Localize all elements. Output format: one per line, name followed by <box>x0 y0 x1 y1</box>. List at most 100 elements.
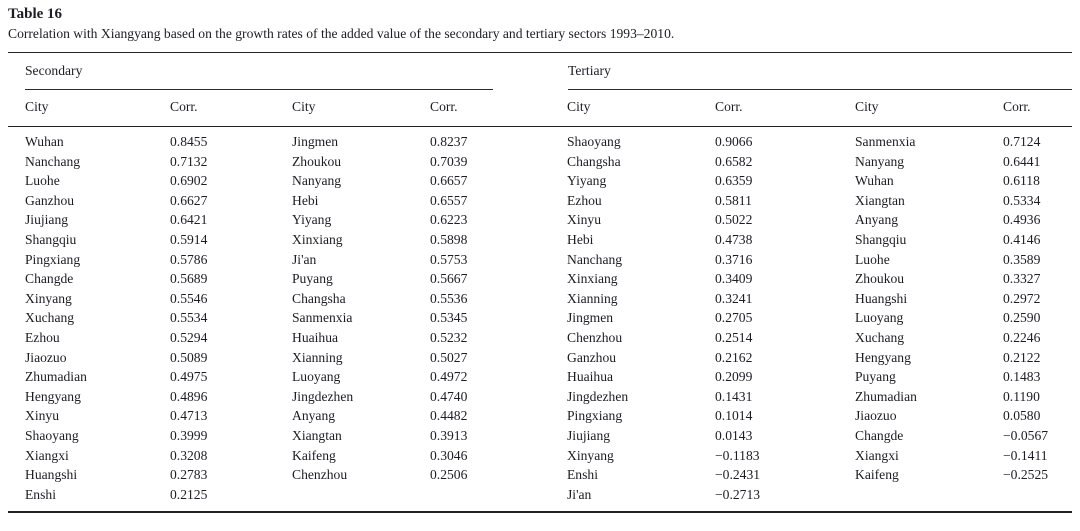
city-cell: Huangshi <box>25 467 78 483</box>
city-cell: Nanyang <box>292 173 342 189</box>
city-cell: Jingdezhen <box>292 388 354 404</box>
city-cell: Ji'an <box>567 486 592 502</box>
city-cell: Shaoyang <box>25 427 79 443</box>
city-cell: Changsha <box>292 290 346 306</box>
corr-cell: 0.3208 <box>170 447 208 463</box>
table-row: Xiangxi 0.3208 Kaifeng 0.3046 Xinyang −0.1183… <box>25 446 1072 466</box>
corr-cell: 0.6118 <box>1003 173 1040 189</box>
city-cell: Enshi <box>25 486 56 502</box>
header-corr-1: Corr. <box>170 99 198 114</box>
header-corr-2: Corr. <box>430 99 458 114</box>
table-row: Xinyu 0.4713 Anyang 0.4482 Pingxiang 0.1014 Ji… <box>25 406 1072 426</box>
corr-cell: 0.5232 <box>430 329 468 345</box>
city-cell: Ji'an <box>292 251 317 267</box>
city-cell: Puyang <box>855 369 896 385</box>
city-cell: Xinyang <box>567 447 614 463</box>
corr-cell: 0.5898 <box>430 231 468 247</box>
city-cell: Hebi <box>292 192 319 208</box>
corr-cell: −0.2431 <box>715 467 761 483</box>
city-cell: Shangqiu <box>25 231 77 247</box>
corr-cell: −0.1183 <box>715 447 760 463</box>
city-cell: Nanchang <box>25 153 81 169</box>
city-cell: Jiujiang <box>567 427 611 443</box>
city-cell: Xiangxi <box>855 447 899 463</box>
table-row: Changde 0.5689 Puyang 0.5667 Xinxiang 0.3409 Z… <box>25 269 1072 289</box>
city-cell: Xiangxi <box>25 447 69 463</box>
corr-cell: 0.6582 <box>715 153 753 169</box>
table-row: Ezhou 0.5294 Huaihua 0.5232 Chenzhou 0.2514 Xu… <box>25 328 1072 348</box>
city-cell <box>855 485 1003 505</box>
group-gap <box>493 53 568 90</box>
city-cell: Luoyang <box>292 369 341 385</box>
corr-cell: 0.2783 <box>170 467 208 483</box>
table-top-rule <box>8 52 1072 53</box>
corr-cell: 0.6223 <box>430 212 468 228</box>
city-cell: Changde <box>855 427 904 443</box>
corr-cell: 0.5667 <box>430 271 468 287</box>
table-row: Luohe 0.6902 Nanyang 0.6657 Yiyang 0.6359 Wuha… <box>25 171 1072 191</box>
table-header-rule <box>8 126 1072 127</box>
city-cell: Wuhan <box>855 173 894 189</box>
city-cell: Yiyang <box>292 212 332 228</box>
city-cell: Shaoyang <box>567 134 621 149</box>
table-row: Pingxiang 0.5786 Ji'an 0.5753 Nanchang 0.3716… <box>25 250 1072 270</box>
city-cell: Nanyang <box>855 153 905 169</box>
city-cell: Huangshi <box>855 290 908 306</box>
corr-cell: 0.2972 <box>1003 290 1041 306</box>
city-cell: Zhumadian <box>855 388 917 404</box>
table-number-title: Table 16 <box>8 6 63 22</box>
city-cell: Xinyang <box>25 290 72 306</box>
city-cell: Zhoukou <box>855 271 905 287</box>
header-city-1: City <box>25 99 49 114</box>
city-cell: Xinyu <box>567 212 601 228</box>
corr-cell: 0.8455 <box>170 134 208 149</box>
corr-cell: 0.5546 <box>170 290 208 306</box>
corr-cell: 0.4146 <box>1003 231 1041 247</box>
corr-cell: 0.1483 <box>1003 369 1041 385</box>
corr-cell: 0.5345 <box>430 310 468 326</box>
header-corr-4: Corr. <box>1003 99 1031 114</box>
city-cell: Hengyang <box>855 349 911 365</box>
city-cell: Xinyu <box>25 408 59 424</box>
city-cell <box>292 485 430 505</box>
city-cell: Jingdezhen <box>567 388 629 404</box>
corr-cell: 0.6902 <box>170 173 208 189</box>
group-secondary-label: Secondary <box>25 63 83 78</box>
corr-cell: 0.2122 <box>1003 349 1041 365</box>
city-cell: Kaifeng <box>292 447 336 463</box>
city-cell: Xianning <box>567 290 618 306</box>
corr-cell: 0.2506 <box>430 467 468 483</box>
corr-cell: 0.5786 <box>170 251 208 267</box>
table-caption: Correlation with Xiangyang based on the … <box>8 26 675 41</box>
header-corr-3: Corr. <box>715 99 743 114</box>
corr-cell: 0.7124 <box>1003 134 1041 149</box>
city-cell: Enshi <box>567 467 598 483</box>
city-cell: Hebi <box>567 231 594 247</box>
corr-cell: 0.6627 <box>170 192 208 208</box>
city-cell: Ezhou <box>567 192 602 208</box>
table-row: Hengyang 0.4896 Jingdezhen 0.4740 Jingdezhen… <box>25 387 1072 407</box>
corr-cell: 0.5534 <box>170 310 208 326</box>
corr-cell: 0.3327 <box>1003 271 1041 287</box>
corr-cell: 0.7132 <box>170 153 208 169</box>
city-cell: Jiaozuo <box>25 349 67 365</box>
corr-cell: 0.4740 <box>430 388 468 404</box>
corr-cell: 0.4738 <box>715 231 753 247</box>
corr-cell: 0.4482 <box>430 408 468 424</box>
corr-cell: 0.1190 <box>1003 388 1040 404</box>
corr-cell: 0.3241 <box>715 290 753 306</box>
city-cell: Nanchang <box>567 251 623 267</box>
corr-cell: 0.2590 <box>1003 310 1041 326</box>
city-cell: Huaihua <box>292 329 339 345</box>
city-cell: Hengyang <box>25 388 81 404</box>
city-cell: Luohe <box>855 251 890 267</box>
city-cell: Ezhou <box>25 329 60 345</box>
city-cell: Changsha <box>567 153 621 169</box>
table-row: Shangqiu 0.5914 Xinxiang 0.5898 Hebi 0.4738 Sh… <box>25 230 1072 250</box>
city-cell: Puyang <box>292 271 333 287</box>
corr-cell: 0.5536 <box>430 290 468 306</box>
city-cell: Sanmenxia <box>855 134 916 149</box>
corr-cell: 0.4936 <box>1003 212 1041 228</box>
corr-cell: 0.4896 <box>170 388 208 404</box>
corr-cell: 0.2246 <box>1003 329 1041 345</box>
